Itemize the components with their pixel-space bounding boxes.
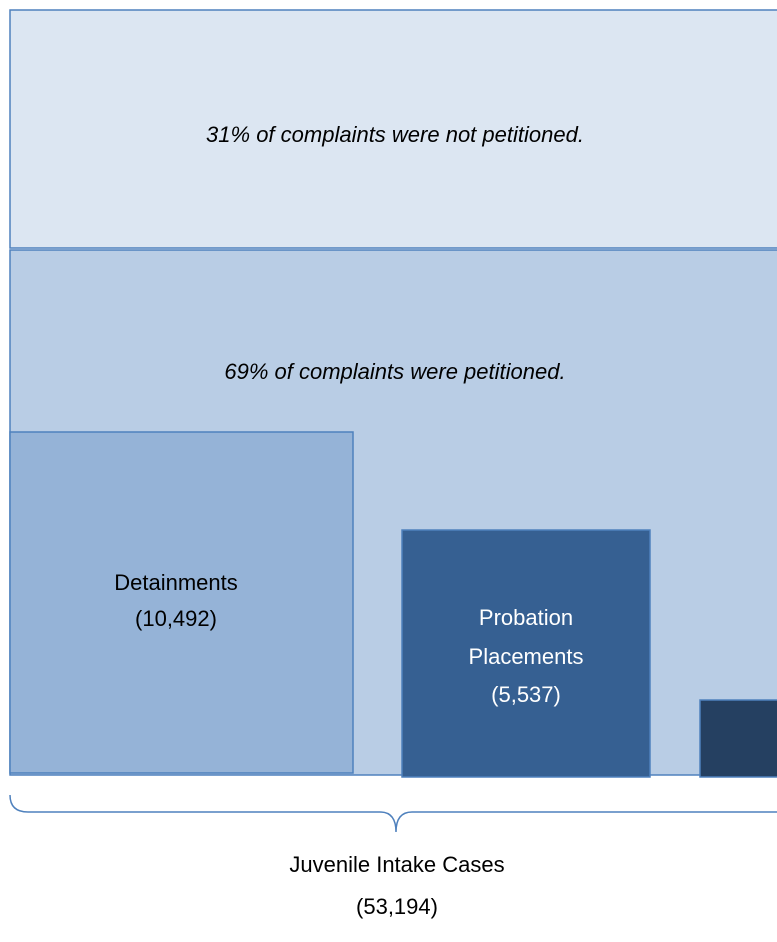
probation-label: Placements — [469, 644, 584, 669]
brace — [9, 794, 777, 833]
probation-box — [401, 529, 651, 778]
petitioned-label: 69% of complaints were petitioned. — [224, 359, 565, 384]
total-label: Juvenile Intake Cases — [289, 852, 504, 877]
probation-label: Probation — [479, 605, 573, 630]
probation-count: (5,537) — [491, 682, 561, 707]
not-petitioned-box — [9, 9, 777, 249]
detainments-count: (10,492) — [135, 606, 217, 631]
not-petitioned-label: 31% of complaints were not petitioned. — [206, 122, 584, 147]
total-count: (53,194) — [356, 894, 438, 919]
detainments-box — [9, 431, 354, 774]
detainments-label: Detainments — [114, 570, 238, 595]
dark-box — [699, 699, 777, 778]
